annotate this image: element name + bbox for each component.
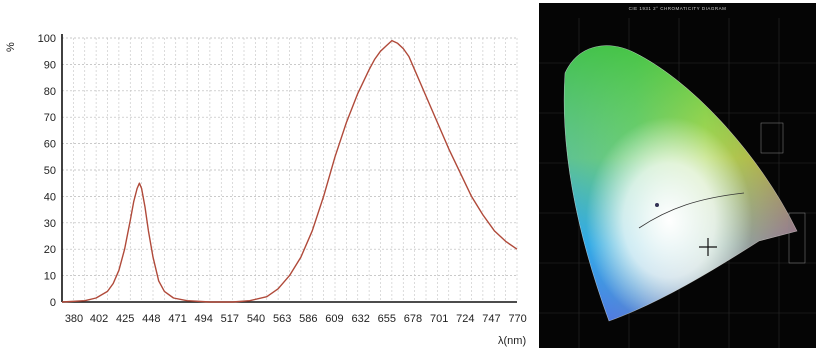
y-tick-label: 70 [44,112,56,124]
x-tick-label: 448 [142,313,160,325]
spectrum-line [61,39,518,303]
chart-axes [61,34,517,303]
x-tick-label: 540 [247,313,265,325]
x-tick-label: 402 [90,313,108,325]
chart-grid [62,37,518,302]
x-tick-label: 380 [65,313,83,325]
y-tick-label: 90 [44,59,56,71]
x-tick-label: 586 [299,313,317,325]
cie-diagram-title: CIE 1931 2° CHROMATICITY DIAGRAM [628,6,727,11]
x-tick-label: 517 [221,313,239,325]
y-tick-label: 30 [44,218,56,230]
cie-chromaticity-diagram: CIE 1931 2° CHROMATICITY DIAGRAM [539,3,816,348]
y-tick-label: 100 [38,33,56,45]
y-tick-label: 50 [44,165,56,177]
cie-diagram-graphic [539,18,816,348]
cie-legend-box [760,122,784,154]
planckian-locus [638,192,745,229]
x-tick-label: 425 [116,313,134,325]
x-tick-label: 724 [456,313,474,325]
x-tick-label: 747 [482,313,500,325]
x-tick-labels: 380 402 425 448 471 494 517 540 563 586 609 632 655 6… [65,313,527,325]
y-tick-label: 80 [44,86,56,98]
x-tick-label: 701 [430,313,448,325]
y-tick-labels: 0 10 20 30 40 50 60 70 80 90 100 [38,33,56,309]
y-tick-label: 20 [44,244,56,256]
y-tick-label: 0 [50,297,56,309]
x-tick-label: 632 [351,313,369,325]
x-axis-label: λ(nm) [498,335,526,347]
x-tick-label: 678 [404,313,422,325]
cie-info-box [788,212,806,264]
white-point [655,203,659,207]
y-tick-label: 60 [44,139,56,151]
x-tick-label: 655 [378,313,396,325]
cie-gamut [564,45,797,322]
y-tick-label: 10 [44,271,56,283]
x-tick-label: 471 [168,313,186,325]
target-marker [699,238,717,256]
x-tick-label: 770 [508,313,526,325]
chart-series [61,39,518,303]
cie-gamut-outline [563,45,798,322]
y-axis-label: % [5,42,17,52]
x-tick-label: 609 [325,313,343,325]
x-tick-label: 494 [194,313,212,325]
spectrum-chart: 0 10 20 30 40 50 60 70 80 90 100 380 402 425 448 471 49… [5,33,527,347]
x-tick-label: 563 [273,313,291,325]
y-tick-label: 40 [44,191,56,203]
